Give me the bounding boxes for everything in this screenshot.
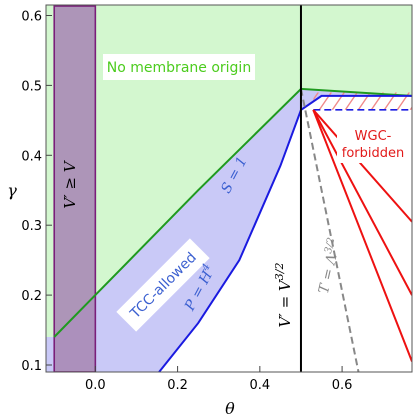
y-tick-label: 0.2 bbox=[21, 289, 42, 304]
x-axis-label: θ bbox=[225, 399, 235, 418]
s1-line bbox=[53, 87, 412, 338]
v-prime-v32-label-main: V′ = V bbox=[276, 278, 294, 327]
no-membrane-region bbox=[46, 5, 412, 338]
wgc-line-2 bbox=[312, 109, 412, 296]
t-lambda-line bbox=[300, 88, 360, 372]
v-prime-v32-label: V′ = V3/2 bbox=[273, 263, 294, 328]
y-axis-label: γ bbox=[7, 181, 17, 200]
y-ticks: 0.1 0.2 0.3 0.4 0.5 0.6 bbox=[21, 9, 52, 374]
wgc-hatch-stroke bbox=[313, 92, 319, 101]
y-tick-label: 0.1 bbox=[21, 359, 42, 374]
p-h4-label-sup: 4 bbox=[200, 262, 213, 274]
x-tick-label: 0.2 bbox=[167, 378, 188, 393]
t-lambda-label-main: T = Λ bbox=[316, 253, 341, 296]
v-prime-v32-label-sup: 3/2 bbox=[273, 263, 286, 281]
t-lambda-label-sup: 3/2 bbox=[323, 236, 337, 254]
v-prime-region bbox=[53, 5, 97, 372]
p-h4-line bbox=[158, 94, 412, 372]
y-tick-label: 0.5 bbox=[21, 79, 42, 94]
x-tick-label: 0.4 bbox=[249, 378, 270, 393]
wgc-label-box: WGC- forbidden bbox=[337, 123, 409, 163]
x-tick-label: 0.6 bbox=[332, 378, 353, 393]
x-tick-label: 0.0 bbox=[85, 378, 106, 393]
wgc-label-line1: WGC- bbox=[355, 129, 392, 144]
wgc-line-1 bbox=[312, 109, 412, 223]
no-membrane-label: No membrane origin bbox=[107, 60, 251, 76]
wgc-line-3 bbox=[312, 109, 412, 362]
y-tick-label: 0.4 bbox=[21, 149, 42, 164]
x-ticks: 0.0 0.2 0.4 0.6 bbox=[85, 366, 352, 393]
no-membrane-label-box: No membrane origin bbox=[103, 54, 255, 80]
t-lambda-label: T = Λ3/2 bbox=[314, 236, 344, 295]
v-prime-geq-v-label: V′ ≥ V bbox=[61, 159, 79, 208]
y-tick-label: 0.3 bbox=[21, 219, 42, 234]
wgc-label-line2: forbidden bbox=[342, 146, 404, 161]
y-tick-label: 0.6 bbox=[21, 9, 42, 24]
plot-frame bbox=[45, 4, 413, 373]
